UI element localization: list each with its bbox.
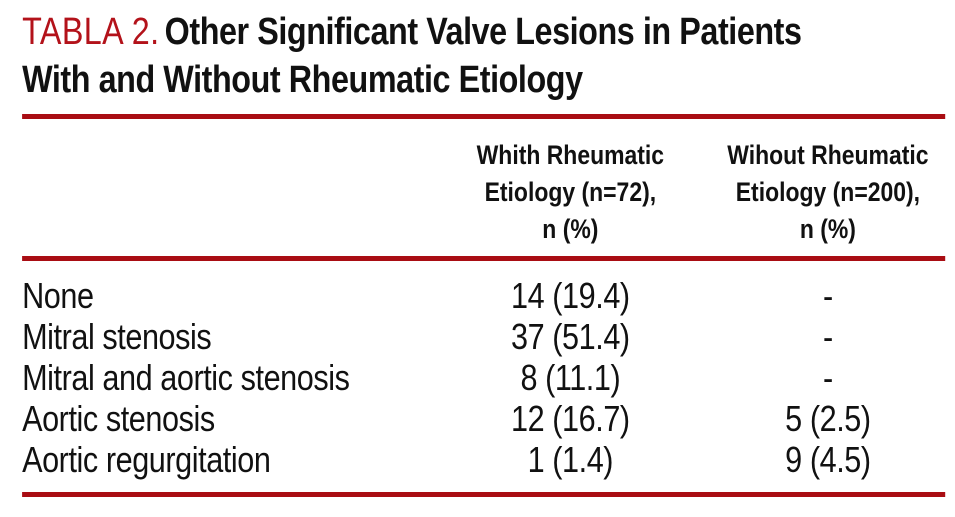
table-title-line2: With and Without Rheumatic Etiology xyxy=(22,59,583,101)
header-spacer xyxy=(22,137,430,248)
table-row: Aortic stenosis 12 (16.7) 5 (2.5) xyxy=(22,398,945,439)
row-without-rheumatic-value: 9 (4.5) xyxy=(785,439,871,480)
header-without-rheumatic-line3: n (%) xyxy=(799,214,856,244)
header-with-rheumatic-line1: Whith Rheumatic xyxy=(476,140,665,170)
row-without-rheumatic-value: 5 (2.5) xyxy=(785,398,871,439)
table-row: Mitral and aortic stenosis 8 (11.1) - xyxy=(22,357,945,398)
table-row: Mitral stenosis 37 (51.4) - xyxy=(22,316,945,357)
row-label: None xyxy=(22,275,94,316)
table-title-text-line1: Other Significant Valve Lesions in Patie… xyxy=(164,11,802,53)
header-without-rheumatic: Wihout Rheumatic Etiology (n=200), n (%) xyxy=(711,137,946,248)
table-row: Aortic regurgitation 1 (1.4) 9 (4.5) xyxy=(22,439,945,480)
table-title-line1: TABLA 2. Other Significant Valve Lesions … xyxy=(22,8,945,56)
table-figure: TABLA 2. Other Significant Valve Lesions … xyxy=(22,8,946,497)
table-number-label: TABLA 2. xyxy=(22,11,160,53)
header-without-rheumatic-line1: Wihout Rheumatic xyxy=(727,140,929,170)
row-with-rheumatic-value: 14 (19.4) xyxy=(511,275,630,316)
header-with-rheumatic: Whith Rheumatic Etiology (n=72), n (%) xyxy=(430,137,711,248)
row-without-rheumatic-value: - xyxy=(823,316,833,357)
table-title: TABLA 2. Other Significant Valve Lesions … xyxy=(22,8,945,104)
row-with-rheumatic-value: 8 (11.1) xyxy=(520,357,621,398)
top-rule xyxy=(22,114,946,119)
header-with-rheumatic-line3: n (%) xyxy=(542,214,599,244)
row-label: Mitral stenosis xyxy=(22,316,212,357)
row-label: Aortic stenosis xyxy=(22,398,215,439)
table-header-row: Whith Rheumatic Etiology (n=72), n (%) W… xyxy=(22,119,945,256)
table-body: None 14 (19.4) - Mitral stenosis 37 (51.… xyxy=(22,261,945,492)
row-with-rheumatic-value: 37 (51.4) xyxy=(511,316,630,357)
table-row: None 14 (19.4) - xyxy=(22,275,945,316)
header-rule xyxy=(22,256,946,261)
row-without-rheumatic-value: - xyxy=(823,357,833,398)
row-label: Mitral and aortic stenosis xyxy=(22,357,350,398)
row-label: Aortic regurgitation xyxy=(22,439,271,480)
row-with-rheumatic-value: 1 (1.4) xyxy=(527,439,614,480)
header-with-rheumatic-line2: Etiology (n=72), xyxy=(484,177,657,207)
bottom-rule xyxy=(22,492,946,497)
row-with-rheumatic-value: 12 (16.7) xyxy=(511,398,630,439)
row-without-rheumatic-value: - xyxy=(823,275,833,316)
header-without-rheumatic-line2: Etiology (n=200), xyxy=(735,177,921,207)
